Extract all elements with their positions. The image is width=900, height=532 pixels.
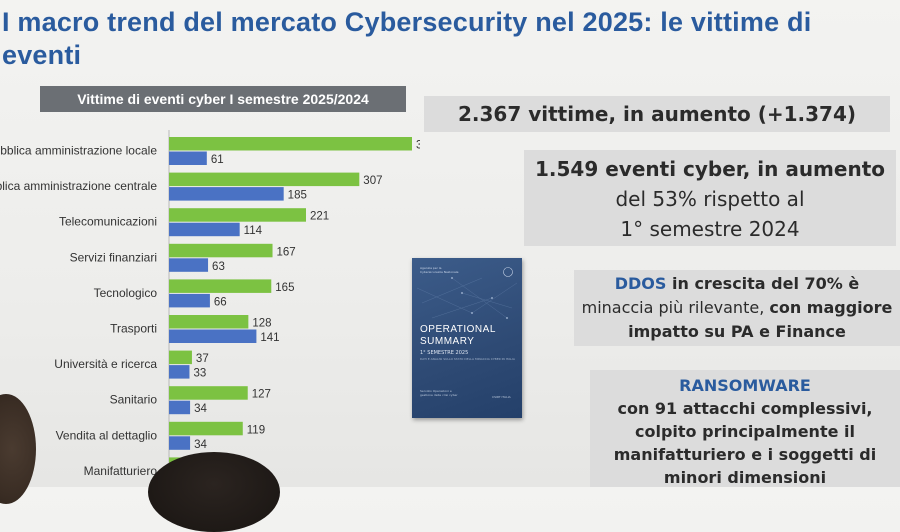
ransomware-label: RANSOMWARE [679,376,811,395]
bar-value-label: 119 [247,424,265,436]
bar-2024 [169,293,210,308]
bar-value-label: 165 [275,282,294,294]
bar-2025 [169,137,412,151]
bar-chart: Pubblica amministrazione locale 392 61 Pubb… [0,130,420,487]
network-pattern [416,267,518,319]
bar-2025 [169,208,306,222]
bar-value-label: 127 [252,389,271,401]
events-line-3: 1° semestre 2024 [620,217,800,241]
bar-2025 [169,172,360,187]
ransomware-line-1: con 91 attacchi complessivi, [617,399,873,418]
report-brand: CSIRT ITALIA [492,395,511,399]
bar-value-label: 167 [277,246,296,258]
bar-2024 [169,151,207,165]
report-title: OPERATIONAL SUMMARY [420,324,496,348]
bar-value-label: 34 [194,439,207,451]
bar-value-label: 114 [244,225,263,237]
events-line-2: del 53% rispetto al [615,187,805,211]
bar-2024 [169,365,190,379]
ransomware-box: RANSOMWARE con 91 attacchi complessivi, … [590,370,900,487]
bar-2025 [169,386,248,400]
bar-value-label: 34 [194,403,207,415]
bar-2025 [169,243,273,258]
category-label: Tecnologico [94,286,158,300]
report-title-line-2: SUMMARY [420,336,475,347]
bar-2024 [169,187,284,201]
ransomware-line-2: colpito principalmente il [635,422,855,441]
report-tiny: DATI E ANALISI SULLO STATO DELLA MINACCI… [420,357,515,361]
category-label: Vendita al dettaglio [56,428,158,442]
ddos-text-3: impatto su PA e Finance [628,322,846,341]
bar-value-label: 307 [363,175,382,187]
category-label: Manifatturiero [84,464,158,478]
bar-value-label: 141 [260,332,279,344]
ddos-text-2: minaccia più rilevante, [581,298,770,317]
category-label: Pubblica amministrazione locale [0,144,157,158]
ddos-text-2b: con maggiore [769,298,893,317]
events-box: 1.549 eventi cyber, in aumento del 53% r… [524,150,896,246]
category-label: Telecomunicazioni [59,215,157,229]
bar-value-label: 61 [211,154,224,166]
victims-box: 2.367 vittime, in aumento (+1.374) [424,96,890,132]
audience-head [148,452,280,532]
report-cover-image: Agenzia per la Cybersicurezza Nazionale … [412,258,522,418]
bar-value-label: 63 [212,261,225,273]
bar-2024 [169,329,257,343]
report-header: Agenzia per la Cybersicurezza Nazionale [420,266,459,274]
report-footer: Servizio Operazioni e gestione delle cri… [420,389,458,397]
category-label: Trasporti [110,322,157,336]
bar-2024 [169,400,191,415]
victims-text: 2.367 vittime, in aumento (+1.374) [457,102,857,126]
seal-icon [503,267,513,277]
bar-2025 [169,279,272,293]
chart-header: Vittime di eventi cyber I semestre 2025/… [40,86,406,112]
slide-title: I macro trend del mercato Cybersecurity … [2,7,812,70]
ransomware-line-3: manifatturiero e i soggetti di [613,445,877,464]
bar-value-label: 66 [214,296,227,308]
category-label: Sanitario [110,393,158,407]
report-subtitle: 1° SEMESTRE 2025 [420,350,469,356]
bar-value-label: 37 [196,353,209,365]
bar-value-label: 185 [288,190,307,202]
bar-2024 [169,258,209,272]
events-line-1: 1.549 eventi cyber, in aumento [535,157,885,181]
category-label: Servizi finanziari [70,250,157,264]
bar-value-label: 128 [252,318,271,330]
ddos-label: DDOS [614,274,667,293]
report-title-line-1: OPERATIONAL [420,324,496,335]
ddos-text-1: in crescita del 70% è [666,274,860,293]
bar-2025 [169,315,249,329]
bar-2025 [169,421,243,436]
bar-2024 [169,436,191,450]
category-label: Università e ricerca [54,357,157,371]
ddos-box: DDOS in crescita del 70% è minaccia più … [574,270,900,346]
bar-value-label: 392 [416,140,420,152]
bar-2025 [169,350,192,365]
bar-value-label: 33 [193,368,206,380]
bar-value-label: 221 [310,211,329,223]
category-label: Pubblica amministrazione centrale [0,179,157,193]
bar-2024 [169,222,240,237]
ransomware-line-4: minori dimensioni [663,468,827,487]
